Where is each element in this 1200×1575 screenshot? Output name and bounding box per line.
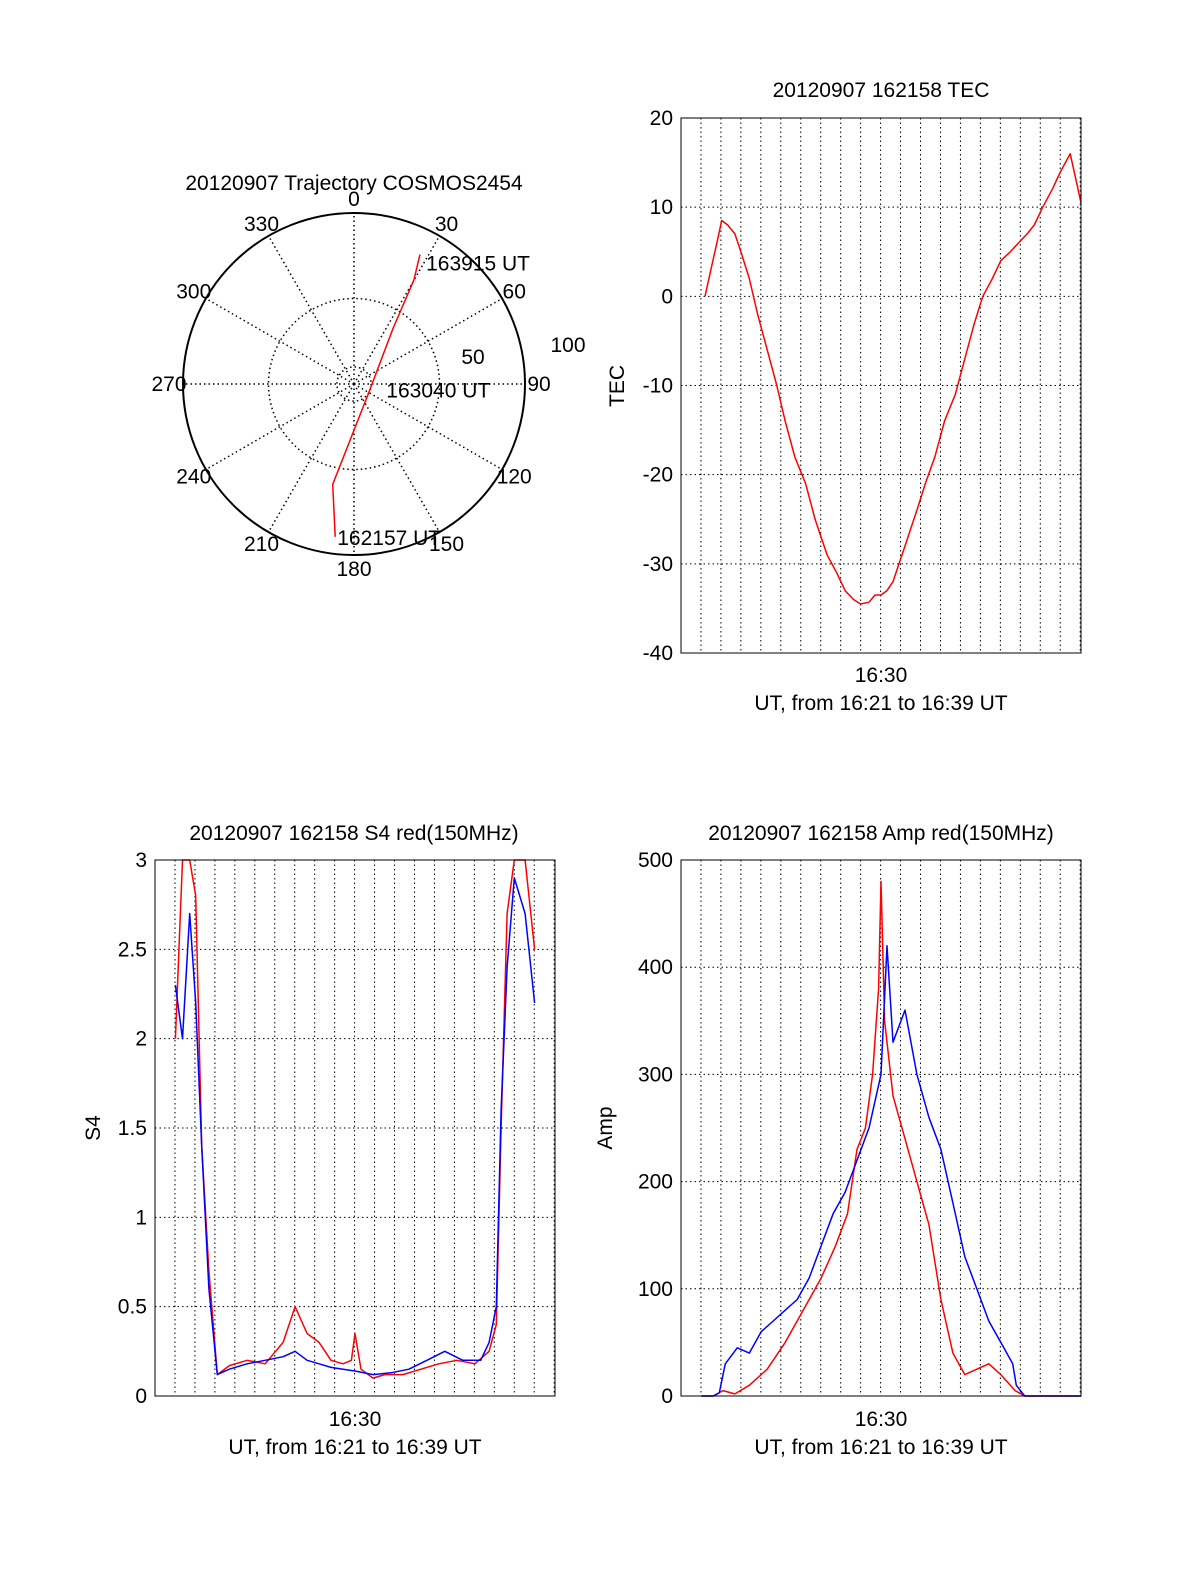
polar-time-annotation: 162157 UT xyxy=(337,527,441,550)
polar-annotations: 163915 UT 163040 UT 162157 UT xyxy=(337,253,530,550)
s4-y-tick-label: 2 xyxy=(135,1028,147,1051)
polar-spoke xyxy=(353,297,503,385)
s4-series xyxy=(174,859,536,1379)
amp-y-label: Amp xyxy=(594,1106,617,1149)
polar-spoke xyxy=(205,383,355,471)
amp-y-tick-label: 0 xyxy=(661,1385,673,1408)
polar-angle-label: 150 xyxy=(429,533,464,556)
polar-angle-label: 0 xyxy=(348,188,360,211)
amp-y-tick-label: 400 xyxy=(638,956,673,979)
s4-title: 20120907 162158 S4 red(150MHz) xyxy=(189,822,518,845)
s4-series-line xyxy=(174,859,536,1379)
polar-series xyxy=(331,254,421,537)
s4-grid xyxy=(155,860,555,1396)
amp-series-line xyxy=(701,880,1081,1397)
s4-y-tick-label: 1.5 xyxy=(118,1117,147,1140)
amp-x-tick-label: 16:30 xyxy=(855,1408,908,1431)
polar-spoke xyxy=(267,383,355,533)
amp-y-tick-label: 300 xyxy=(638,1063,673,1086)
polar-radial-labels: 50 100 xyxy=(461,334,585,369)
tec-y-tick-label: 10 xyxy=(650,196,673,219)
amp-series xyxy=(701,880,1081,1397)
amp-title: 20120907 162158 Amp red(150MHz) xyxy=(708,822,1054,845)
polar-radial-label: 50 xyxy=(461,346,484,369)
tec-plot-frame xyxy=(680,117,1082,654)
polar-angle-label: 90 xyxy=(527,373,550,396)
tec-series xyxy=(704,152,1082,605)
tec-y-tick-label: -10 xyxy=(643,375,673,398)
s4-x-tick-label: 16:30 xyxy=(329,1408,382,1431)
s4-y-tick-label: 2.5 xyxy=(118,938,147,961)
amp-series-line xyxy=(701,945,1081,1397)
amp-y-tick-label: 100 xyxy=(638,1278,673,1301)
polar-angle-label: 30 xyxy=(435,213,458,236)
tec-y-label: TEC xyxy=(606,365,629,407)
s4-x-label: UT, from 16:21 to 16:39 UT xyxy=(228,1436,481,1459)
polar-angle-labels: 0 30 60 90 120 150 180 210 240 270 300 330 xyxy=(151,188,550,581)
amp-y-tick-label: 200 xyxy=(638,1171,673,1194)
polar-angle-label: 180 xyxy=(336,558,371,581)
polar-trajectory-chart: 20120907 Trajectory COSMOS2454 0 30 60 90 12… xyxy=(151,172,585,581)
tec-y-tick-label: 20 xyxy=(650,107,673,130)
polar-spoke xyxy=(353,383,441,533)
polar-angle-label: 120 xyxy=(497,466,532,489)
tec-grid xyxy=(681,118,1081,653)
amp-chart: 20120907 162158 Amp red(150MHz) 500 400 30… xyxy=(594,822,1082,1459)
amp-grid xyxy=(681,860,1081,1396)
tec-y-ticks: 20 10 0 -10 -20 -30 -40 xyxy=(643,107,673,665)
tec-y-tick-label: -30 xyxy=(643,553,673,576)
s4-y-tick-label: 3 xyxy=(135,849,147,872)
tec-chart: 20120907 162158 TEC 20 10 0 -10 -20 -30 -40 16… xyxy=(606,79,1082,715)
polar-spoke xyxy=(267,235,355,385)
polar-radial-label: 100 xyxy=(550,334,585,357)
amp-y-tick-label: 500 xyxy=(638,849,673,872)
s4-series-line xyxy=(174,877,536,1376)
amp-x-label: UT, from 16:21 to 16:39 UT xyxy=(754,1436,1007,1459)
polar-angle-label: 270 xyxy=(151,373,186,396)
polar-spoke xyxy=(205,297,355,385)
s4-y-label: S4 xyxy=(82,1115,105,1141)
tec-y-tick-label: -20 xyxy=(643,464,673,487)
s4-y-tick-label: 1 xyxy=(135,1206,147,1229)
s4-plot-frame xyxy=(154,859,556,1397)
polar-angle-label: 330 xyxy=(244,213,279,236)
polar-angle-label: 210 xyxy=(244,533,279,556)
s4-y-tick-label: 0 xyxy=(135,1385,147,1408)
polar-angle-label: 240 xyxy=(176,466,211,489)
polar-title: 20120907 Trajectory COSMOS2454 xyxy=(185,172,523,195)
tec-series-line xyxy=(704,152,1082,605)
polar-grid xyxy=(182,212,526,556)
polar-trajectory-line xyxy=(331,254,421,537)
tec-x-label: UT, from 16:21 to 16:39 UT xyxy=(754,692,1007,715)
polar-grid-circle xyxy=(336,366,372,402)
polar-spoke xyxy=(353,383,503,471)
tec-title: 20120907 162158 TEC xyxy=(773,79,990,102)
tec-x-tick-label: 16:30 xyxy=(855,664,908,687)
s4-y-tick-label: 0.5 xyxy=(118,1296,147,1319)
tec-y-tick-label: 0 xyxy=(661,285,673,308)
amp-y-ticks: 500 400 300 200 100 0 xyxy=(638,849,673,1408)
polar-time-annotation: 163915 UT xyxy=(426,253,530,276)
amp-plot-frame xyxy=(680,859,1082,1397)
s4-y-ticks: 3 2.5 2 1.5 1 0.5 0 xyxy=(118,849,147,1408)
polar-time-annotation: 163040 UT xyxy=(386,379,490,402)
polar-angle-label: 60 xyxy=(503,281,526,304)
tec-y-tick-label: -40 xyxy=(643,642,673,665)
polar-angle-label: 300 xyxy=(176,281,211,304)
s4-chart: 20120907 162158 S4 red(150MHz) 3 2.5 2 1.5 1… xyxy=(82,822,556,1459)
polar-outer-ring xyxy=(182,212,526,556)
polar-spoke xyxy=(353,235,441,385)
